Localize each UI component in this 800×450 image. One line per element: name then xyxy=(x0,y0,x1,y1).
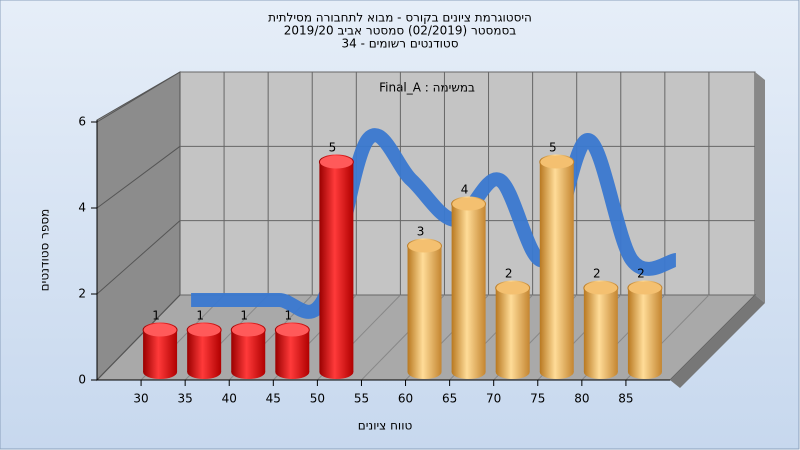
x-tick-label: 55 xyxy=(354,392,369,406)
value-label: 1 xyxy=(240,309,248,323)
value-label: 1 xyxy=(152,309,160,323)
x-tick-label: 30 xyxy=(133,392,148,406)
chart-subtitle: 34 - סטודנטים רשומים xyxy=(341,37,458,51)
bar-top xyxy=(318,154,354,170)
y-tick-label: 2 xyxy=(78,287,86,301)
bar xyxy=(495,288,530,372)
bar-top xyxy=(274,322,310,338)
x-tick-label: 60 xyxy=(398,392,413,406)
x-tick-label: 65 xyxy=(442,392,457,406)
bar-bottom xyxy=(451,365,486,379)
x-tick-label: 35 xyxy=(178,392,193,406)
bar-bottom xyxy=(143,365,178,379)
bar-bottom xyxy=(407,365,442,379)
chart-subtitle: בסמסטר (02/2019) סמסטר אביב 2019/20 xyxy=(284,24,516,38)
bar-top xyxy=(583,280,619,296)
y-axis-label: מספר סטודנטים xyxy=(38,209,52,292)
value-label: 2 xyxy=(505,267,513,281)
x-tick-label: 70 xyxy=(486,392,501,406)
back-wall-edge xyxy=(755,72,765,303)
value-label: 4 xyxy=(461,183,469,197)
y-tick-label: 6 xyxy=(78,115,86,129)
grid-line xyxy=(96,294,181,381)
grid-line xyxy=(96,220,181,295)
annotation: Final_A : במשימה xyxy=(379,81,475,95)
x-tick-label: 50 xyxy=(310,392,325,406)
x-axis-label: טווח ציונים xyxy=(358,419,413,433)
bar-top xyxy=(539,154,575,170)
plot: 0 2 4 6 30 35 40 45 50 55 60 65 70 75 80 85 1 1 1 1 5 3 4 2 5 2 2 xyxy=(78,71,755,406)
y-tick-label: 4 xyxy=(78,201,86,215)
x-tick-label: 75 xyxy=(530,392,545,406)
value-label: 2 xyxy=(637,267,645,281)
value-label: 3 xyxy=(417,225,425,239)
bar-top xyxy=(451,196,487,212)
value-label: 5 xyxy=(329,141,337,155)
bar-top xyxy=(407,238,443,254)
bar-bottom xyxy=(627,365,662,379)
bar xyxy=(451,204,486,372)
value-label: 1 xyxy=(196,309,204,323)
curve xyxy=(191,128,678,319)
grid-line xyxy=(96,145,181,209)
x-tick-label: 80 xyxy=(574,392,589,406)
value-label: 1 xyxy=(284,309,292,323)
x-tick-label: 85 xyxy=(618,392,633,406)
bar-bottom xyxy=(583,365,618,379)
bar-top xyxy=(627,280,663,296)
y-tick-label: 0 xyxy=(78,373,86,387)
bar-bottom xyxy=(231,365,266,379)
grid-line xyxy=(96,71,181,123)
bar-top xyxy=(186,322,222,338)
x-tick-label: 45 xyxy=(266,392,281,406)
bar-bottom xyxy=(319,365,354,379)
value-label: 5 xyxy=(549,141,557,155)
floor-edge xyxy=(670,295,765,388)
value-label: 2 xyxy=(593,267,601,281)
bar xyxy=(627,288,662,372)
bar-top xyxy=(495,280,531,296)
bar-bottom xyxy=(495,365,530,379)
bar-top xyxy=(142,322,178,338)
x-tick-label: 40 xyxy=(222,392,237,406)
bar-bottom xyxy=(539,365,574,379)
bar xyxy=(539,162,574,372)
bar xyxy=(319,162,354,372)
bar-bottom xyxy=(187,365,222,379)
bar-top xyxy=(230,322,266,338)
chart-title: היסטוגרמת ציונים בקורס - מבוא לתחבורה מס… xyxy=(268,11,532,25)
bar xyxy=(407,246,442,372)
bar-bottom xyxy=(275,365,310,379)
bar xyxy=(583,288,618,372)
